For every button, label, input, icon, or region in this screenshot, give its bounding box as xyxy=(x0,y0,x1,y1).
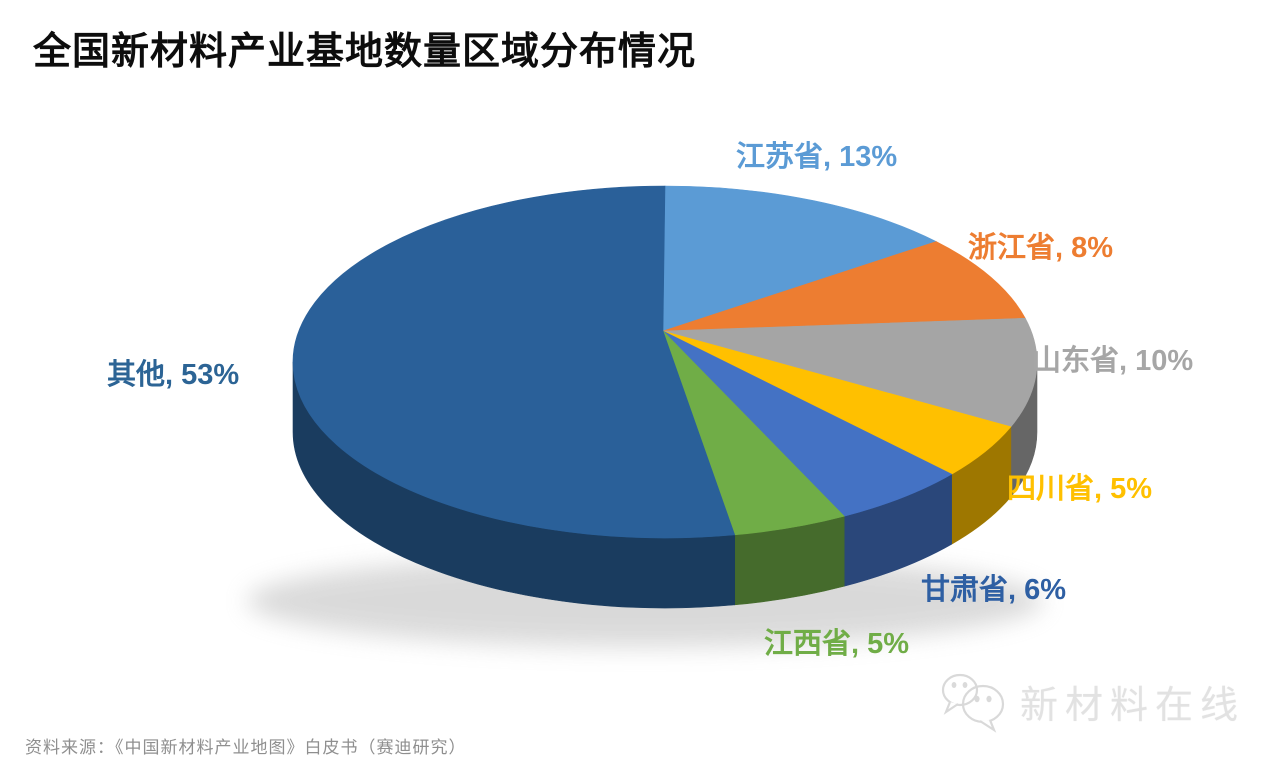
pie-slice-6 xyxy=(292,185,736,539)
pie-top-faces xyxy=(292,185,1038,539)
slice-label-sichuan: 四川省, 5% xyxy=(1007,473,1153,505)
brand-name: 新材料在线 xyxy=(1020,684,1246,727)
slice-label-zhejiang: 浙江省, 8% xyxy=(968,232,1114,264)
slice-label-jiangsu: 江苏省, 13% xyxy=(736,141,898,173)
pie-slice-1 xyxy=(662,241,1026,332)
source-note: 资料来源：《中国新材料产业地图》白皮书（赛迪研究） xyxy=(25,738,467,757)
slice-label-shandong: 山东省, 10% xyxy=(1032,345,1194,377)
slice-label-jiangxi: 江西省, 5% xyxy=(764,628,910,660)
pie-slice-2 xyxy=(662,317,1038,428)
slice-label-gansu: 甘肃省, 6% xyxy=(921,574,1067,606)
brand-watermark: 新材料在线 xyxy=(938,668,1245,734)
slice-label-qita: 其他, 53% xyxy=(107,359,240,391)
wechat-bubbles-icon xyxy=(941,673,1005,733)
pie-slice-0 xyxy=(662,185,937,332)
chart-title: 全国新材料产业基地数量区域分布情况 xyxy=(33,31,697,73)
pie-slice-4 xyxy=(662,330,953,517)
